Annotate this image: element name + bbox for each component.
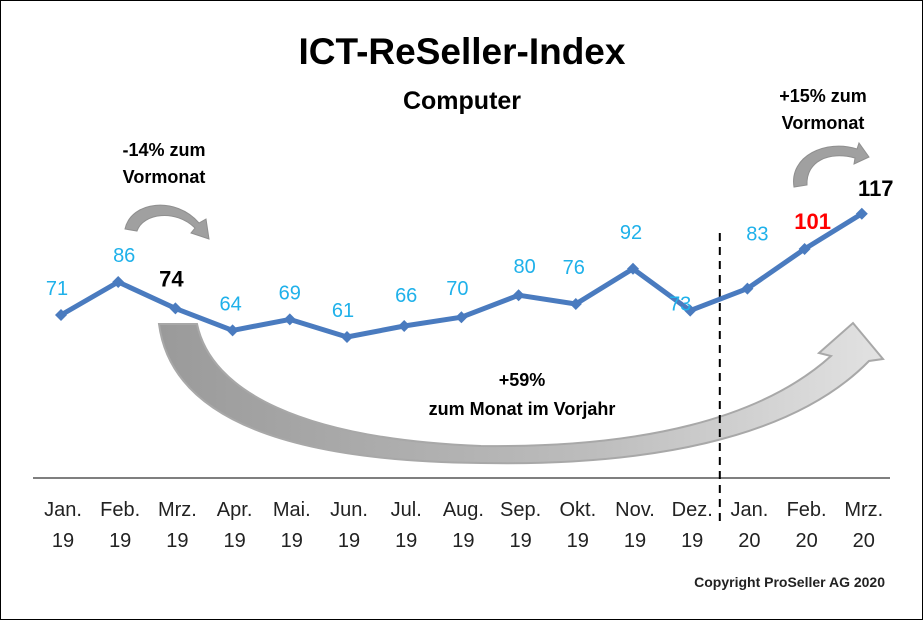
data-point-marker bbox=[112, 276, 125, 288]
data-label: 73 bbox=[669, 294, 691, 316]
x-tick-label-year: 20 bbox=[795, 530, 817, 552]
x-tick-label-month: Jun. bbox=[330, 499, 368, 521]
data-label: 117 bbox=[858, 176, 894, 201]
x-tick-label-year: 19 bbox=[509, 530, 531, 552]
annotation-yoy-line2: zum Monat im Vorjahr bbox=[429, 399, 616, 419]
x-tick-label-month: Mrz. bbox=[158, 499, 197, 521]
x-tick-label-year: 20 bbox=[853, 530, 875, 552]
x-tick-label-month: Feb. bbox=[100, 499, 140, 521]
data-point-marker bbox=[569, 298, 582, 310]
x-tick-label-month: Dez. bbox=[672, 499, 713, 521]
data-label: 76 bbox=[563, 257, 585, 279]
x-tick-label-year: 19 bbox=[166, 530, 188, 552]
annotation-mom-prev-line2: Vormonat bbox=[123, 167, 206, 187]
x-tick-label-year: 19 bbox=[223, 530, 245, 552]
data-label: 101 bbox=[794, 209, 831, 234]
data-label: 92 bbox=[620, 222, 642, 244]
data-label: 66 bbox=[395, 285, 417, 307]
x-tick-label-year: 19 bbox=[452, 530, 474, 552]
x-tick-label-year: 19 bbox=[395, 530, 417, 552]
data-label: 61 bbox=[332, 300, 354, 322]
yoy-arrow-icon bbox=[157, 321, 885, 465]
x-tick-label-year: 20 bbox=[738, 530, 760, 552]
x-tick-label-year: 19 bbox=[52, 530, 74, 552]
x-tick-label-month: Sep. bbox=[500, 499, 541, 521]
x-tick-label-month: Feb. bbox=[787, 499, 827, 521]
data-point-marker bbox=[627, 262, 639, 275]
x-tick-label-year: 19 bbox=[567, 530, 589, 552]
annotation-mom-prev-line1: -14% zum bbox=[122, 140, 205, 160]
data-point-marker bbox=[283, 313, 296, 326]
mom-curr-arrow-icon bbox=[793, 141, 870, 188]
data-label: 83 bbox=[746, 224, 768, 246]
data-label: 64 bbox=[219, 293, 241, 315]
data-point-marker bbox=[741, 282, 754, 295]
data-point-marker bbox=[226, 324, 239, 337]
data-point-marker bbox=[798, 243, 811, 255]
x-tick-label-month: Jan. bbox=[730, 499, 768, 521]
x-tick-label-month: Nov. bbox=[615, 499, 655, 521]
data-point-marker bbox=[398, 320, 411, 332]
data-point-marker bbox=[55, 309, 67, 321]
data-point-marker bbox=[684, 304, 697, 317]
x-tick-label-year: 19 bbox=[338, 530, 360, 552]
x-tick-label-month: Okt. bbox=[559, 499, 596, 521]
chart-subtitle: Computer bbox=[403, 87, 521, 115]
data-label: 69 bbox=[279, 282, 301, 304]
x-tick-label-month: Jul. bbox=[391, 499, 422, 521]
data-point-marker bbox=[455, 311, 468, 324]
chart-title: ICT-ReSeller-Index bbox=[299, 31, 626, 72]
x-tick-label-year: 19 bbox=[624, 530, 646, 552]
data-label: 80 bbox=[513, 256, 535, 278]
x-tick-label-month: Jan. bbox=[44, 499, 82, 521]
x-tick-label-year: 19 bbox=[681, 530, 703, 552]
x-tick-label-month: Mrz. bbox=[844, 499, 883, 521]
mom-prev-arrow-icon bbox=[124, 204, 210, 240]
data-point-marker bbox=[512, 289, 525, 302]
x-tick-label-month: Aug. bbox=[443, 499, 484, 521]
data-point-marker bbox=[341, 331, 353, 343]
data-label: 74 bbox=[159, 266, 184, 291]
data-label: 70 bbox=[446, 278, 468, 300]
x-tick-label-month: Mai. bbox=[273, 499, 311, 521]
x-tick-label-year: 19 bbox=[281, 530, 303, 552]
annotation-mom-curr-line1: +15% zum bbox=[779, 86, 867, 106]
x-tick-label-year: 19 bbox=[109, 530, 131, 552]
data-point-marker bbox=[169, 302, 182, 315]
x-tick-label-month: Apr. bbox=[217, 499, 253, 521]
annotation-yoy-line1: +59% bbox=[499, 370, 546, 390]
data-label: 71 bbox=[46, 278, 68, 300]
data-label: 86 bbox=[113, 245, 135, 267]
data-point-marker bbox=[855, 207, 868, 220]
annotation-mom-curr-line2: Vormonat bbox=[782, 113, 865, 133]
copyright-text: Copyright ProSeller AG 2020 bbox=[694, 574, 885, 590]
